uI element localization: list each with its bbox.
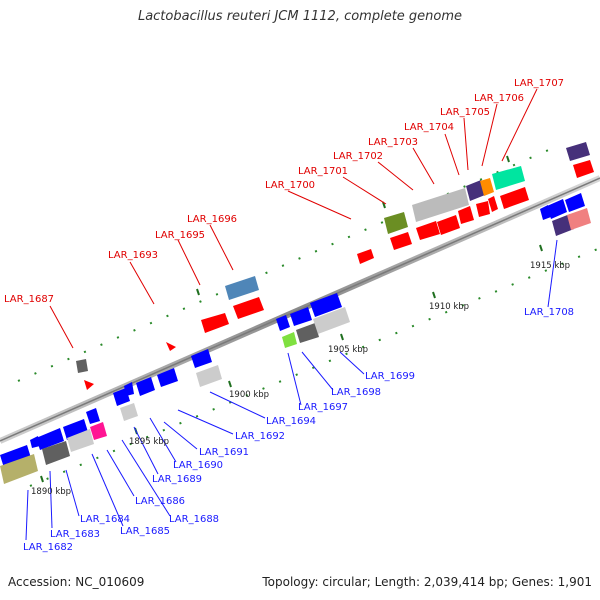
gene-label: LAR_1688 (169, 514, 219, 525)
gene-1704b-shape[interactable] (458, 206, 474, 224)
forward-genes (76, 142, 594, 390)
kbp-label: 1895 kbp (129, 437, 169, 447)
gene-1687-shape[interactable] (76, 359, 88, 373)
gene-1692-shape[interactable] (157, 368, 178, 387)
gene-1684b-shape[interactable] (42, 441, 70, 465)
genome-backbone (0, 175, 600, 444)
gene-1707-shape[interactable] (492, 166, 525, 190)
gene-1693-arrow[interactable] (166, 342, 176, 351)
gene-label: LAR_1703 (368, 137, 418, 148)
gene-label: LAR_1708 (524, 307, 574, 318)
gene-label: LAR_1699 (365, 371, 415, 382)
gene-1708b-shape[interactable] (547, 199, 567, 219)
gene-label: LAR_1702 (333, 151, 383, 162)
kbp-labels: 1890 kbp 1895 kbp 1900 kbp 1905 kbp 1910… (31, 261, 570, 497)
gene-label: LAR_1707 (514, 78, 564, 89)
gene-label: LAR_1693 (108, 250, 158, 261)
top-gene-labels: LAR_1687 LAR_1693 LAR_1695 LAR_1696 LAR_… (4, 78, 564, 305)
gene-label: LAR_1697 (298, 402, 348, 413)
gene-1682-shape[interactable] (0, 445, 31, 468)
gene-1698b-shape[interactable] (296, 323, 319, 343)
gene-1707b-shape[interactable] (500, 187, 529, 209)
gene-label: LAR_1682 (23, 542, 73, 553)
gene-1687-arrow[interactable] (84, 380, 94, 390)
gene-label: LAR_1690 (173, 460, 223, 471)
accession-label: Accession: NC_010609 (8, 575, 145, 589)
gene-1706-shape[interactable] (480, 178, 494, 196)
gene-label: LAR_1701 (298, 166, 348, 177)
gene-label: LAR_1684 (80, 514, 130, 525)
gene-1704-shape[interactable] (437, 215, 460, 235)
gene-1702-shape[interactable] (390, 232, 412, 250)
gene-label: LAR_1700 (265, 180, 315, 191)
gene-1690-shape[interactable] (124, 382, 134, 396)
gene-1684-shape[interactable] (36, 428, 64, 450)
gene-1696b-shape[interactable] (233, 297, 264, 319)
gene-1708e-shape[interactable] (567, 208, 591, 230)
gene-1695-shape[interactable] (201, 313, 229, 333)
gene-label: LAR_1685 (120, 526, 170, 537)
gene-1699-shape[interactable] (310, 293, 342, 317)
gene-label: LAR_1695 (155, 230, 205, 241)
gene-label: LAR_1706 (474, 93, 524, 104)
bottom-leader-lines (25, 239, 558, 541)
gene-1699b-shape[interactable] (313, 307, 350, 334)
gene-label: LAR_1692 (235, 431, 285, 442)
gene-label: LAR_1704 (404, 122, 454, 133)
gene-1694-shape[interactable] (191, 349, 212, 368)
reverse-genes (0, 193, 591, 484)
gene-1708d-shape[interactable] (565, 193, 585, 212)
gene-1691-shape[interactable] (136, 377, 155, 396)
gene-1700-arrow[interactable] (357, 249, 374, 264)
gene-label: LAR_1689 (152, 474, 202, 485)
kbp-label: 1905 kbp (328, 345, 368, 355)
gene-1694b-shape[interactable] (196, 365, 222, 387)
gene-1701-shape[interactable] (384, 212, 408, 234)
bottom-gene-labels: LAR_1682 LAR_1683 LAR_1684 LAR_1685 LAR_… (23, 307, 574, 553)
gene-1705-shape[interactable] (466, 180, 485, 201)
gene-1696-shape[interactable] (225, 276, 259, 300)
gene-1706b-shape[interactable] (488, 196, 498, 212)
gene-label: LAR_1696 (187, 214, 237, 225)
gene-1689-shape[interactable] (120, 403, 138, 421)
gene-end-b-shape[interactable] (573, 160, 594, 178)
gene-1686-shape[interactable] (86, 408, 100, 424)
kbp-label: 1890 kbp (31, 487, 71, 497)
gene-label: LAR_1686 (135, 496, 185, 507)
gene-label: LAR_1687 (4, 294, 54, 305)
gene-1685-shape[interactable] (63, 419, 88, 440)
gene-end-shape[interactable] (566, 142, 590, 161)
gene-label: LAR_1683 (50, 529, 100, 540)
gene-label: LAR_1698 (331, 387, 381, 398)
gene-label: LAR_1705 (440, 107, 490, 118)
gene-1697-shape[interactable] (276, 315, 290, 331)
genome-title: Lactobacillus reuteri JCM 1112, complete… (137, 9, 463, 24)
gene-1686b-shape[interactable] (90, 422, 107, 440)
gene-1703-shape[interactable] (412, 188, 469, 222)
gene-1705b-shape[interactable] (476, 201, 490, 217)
gene-1698-shape[interactable] (290, 307, 312, 326)
kbp-label: 1910 kbp (429, 302, 469, 312)
gene-label: LAR_1691 (199, 447, 249, 458)
gene-1703b-shape[interactable] (416, 221, 440, 240)
gene-1682b-shape[interactable] (0, 454, 38, 484)
top-leader-lines (49, 88, 538, 349)
gene-1685b-shape[interactable] (67, 429, 94, 452)
gene-label: LAR_1694 (266, 416, 316, 427)
kbp-label: 1900 kbp (229, 390, 269, 400)
topology-label: Topology: circular; Length: 2,039,414 bp… (262, 575, 592, 589)
gene-1697b-shape[interactable] (282, 332, 297, 348)
kbp-label: 1915 kbp (530, 261, 570, 271)
